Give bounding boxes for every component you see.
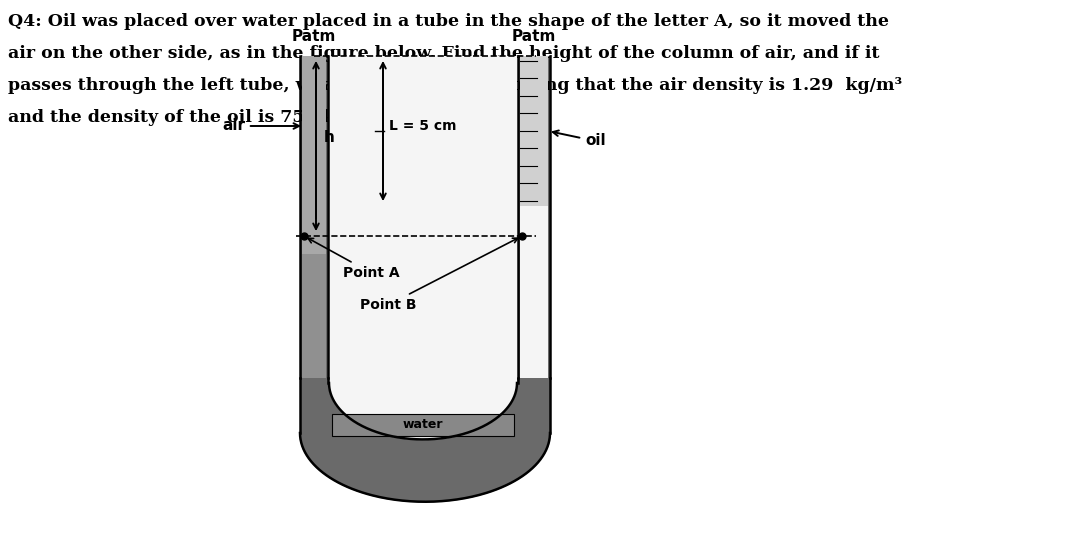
Text: Q4: Oil was placed over water placed in a tube in the shape of the letter A, so : Q4: Oil was placed over water placed in …: [8, 13, 889, 30]
Text: Patm: Patm: [292, 29, 336, 44]
Text: Point B: Point B: [360, 238, 518, 312]
Bar: [332, 414, 514, 436]
Text: and the density of the oil is 750 kg/m³?: and the density of the oil is 750 kg/m³?: [8, 109, 390, 126]
Bar: [329, 56, 517, 383]
Bar: [302, 254, 326, 378]
Bar: [302, 56, 326, 254]
Text: air on the other side, as in the figure below. Find the height of the column of : air on the other side, as in the figure …: [8, 45, 879, 62]
Text: Point A: Point A: [308, 238, 400, 280]
Text: water: water: [403, 419, 443, 431]
Text: passes through the left tube, what is its velocity, knowing that the air density: passes through the left tube, what is it…: [8, 77, 902, 94]
Bar: [300, 56, 328, 378]
Polygon shape: [329, 383, 517, 440]
Bar: [519, 206, 548, 378]
Text: L = 5 cm: L = 5 cm: [389, 119, 457, 133]
Text: h: h: [324, 131, 335, 145]
Bar: [300, 378, 550, 438]
Text: air: air: [222, 118, 299, 133]
Polygon shape: [300, 433, 550, 502]
Text: Patm: Patm: [512, 29, 556, 44]
Text: oil: oil: [553, 130, 606, 148]
Bar: [518, 56, 550, 378]
Bar: [519, 56, 548, 206]
